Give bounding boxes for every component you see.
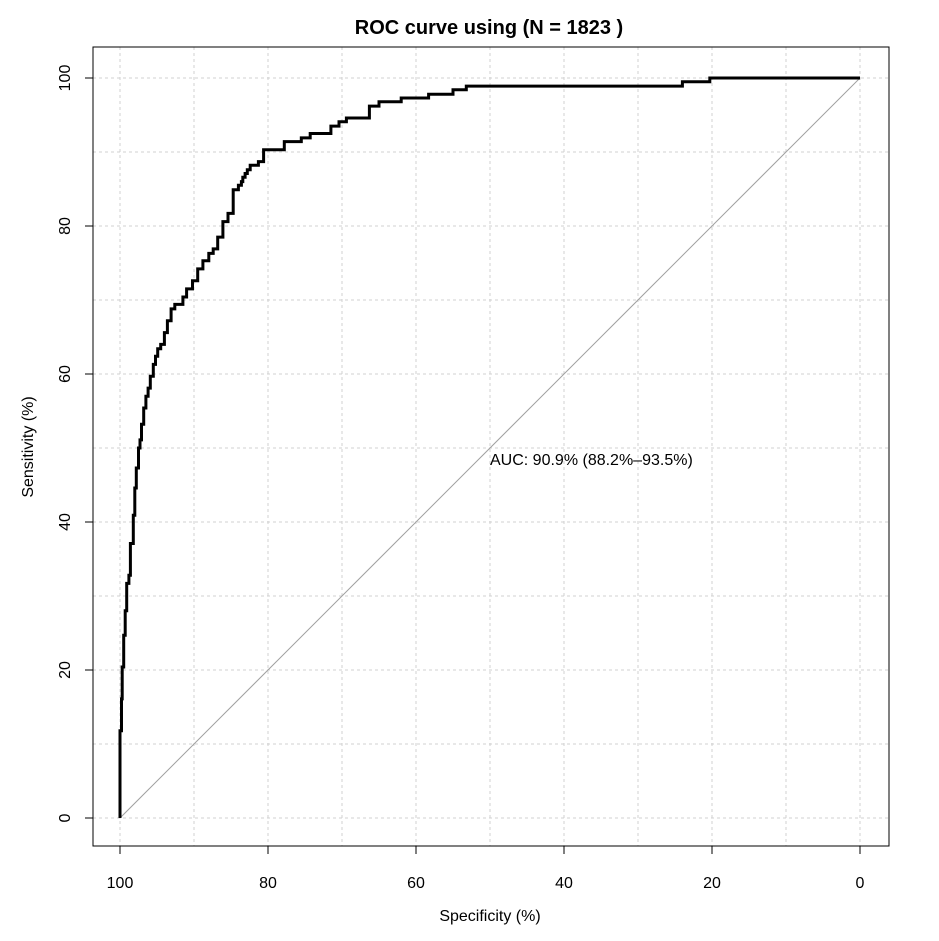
x-tick-label: 60: [407, 875, 425, 892]
auc-annotation: AUC: 90.9% (88.2%–93.5%): [490, 452, 693, 469]
x-tick-label: 100: [107, 875, 134, 892]
y-tick-label: 20: [57, 661, 74, 679]
x-axis: 100 80 60 40 20 0: [107, 846, 865, 892]
y-tick-label: 0: [57, 813, 74, 822]
y-axis-label: Sensitivity (%): [20, 396, 37, 497]
y-tick-label: 80: [57, 217, 74, 235]
y-tick-label: 40: [57, 513, 74, 531]
y-tick-label: 60: [57, 365, 74, 383]
y-tick-label: 100: [57, 65, 74, 92]
x-axis-label: Specificity (%): [439, 908, 540, 925]
y-axis: 0 20 40 60 80 100: [57, 65, 93, 822]
x-tick-label: 0: [856, 875, 865, 892]
roc-curve: [118, 76, 860, 818]
x-tick-label: 80: [259, 875, 277, 892]
reference-diagonal: [119, 77, 861, 819]
grid: [93, 47, 889, 846]
x-tick-label: 20: [703, 875, 721, 892]
chart-title: ROC curve using (N = 1823 ): [355, 17, 623, 39]
plot-frame: [92, 46, 890, 847]
x-tick-label: 40: [555, 875, 573, 892]
